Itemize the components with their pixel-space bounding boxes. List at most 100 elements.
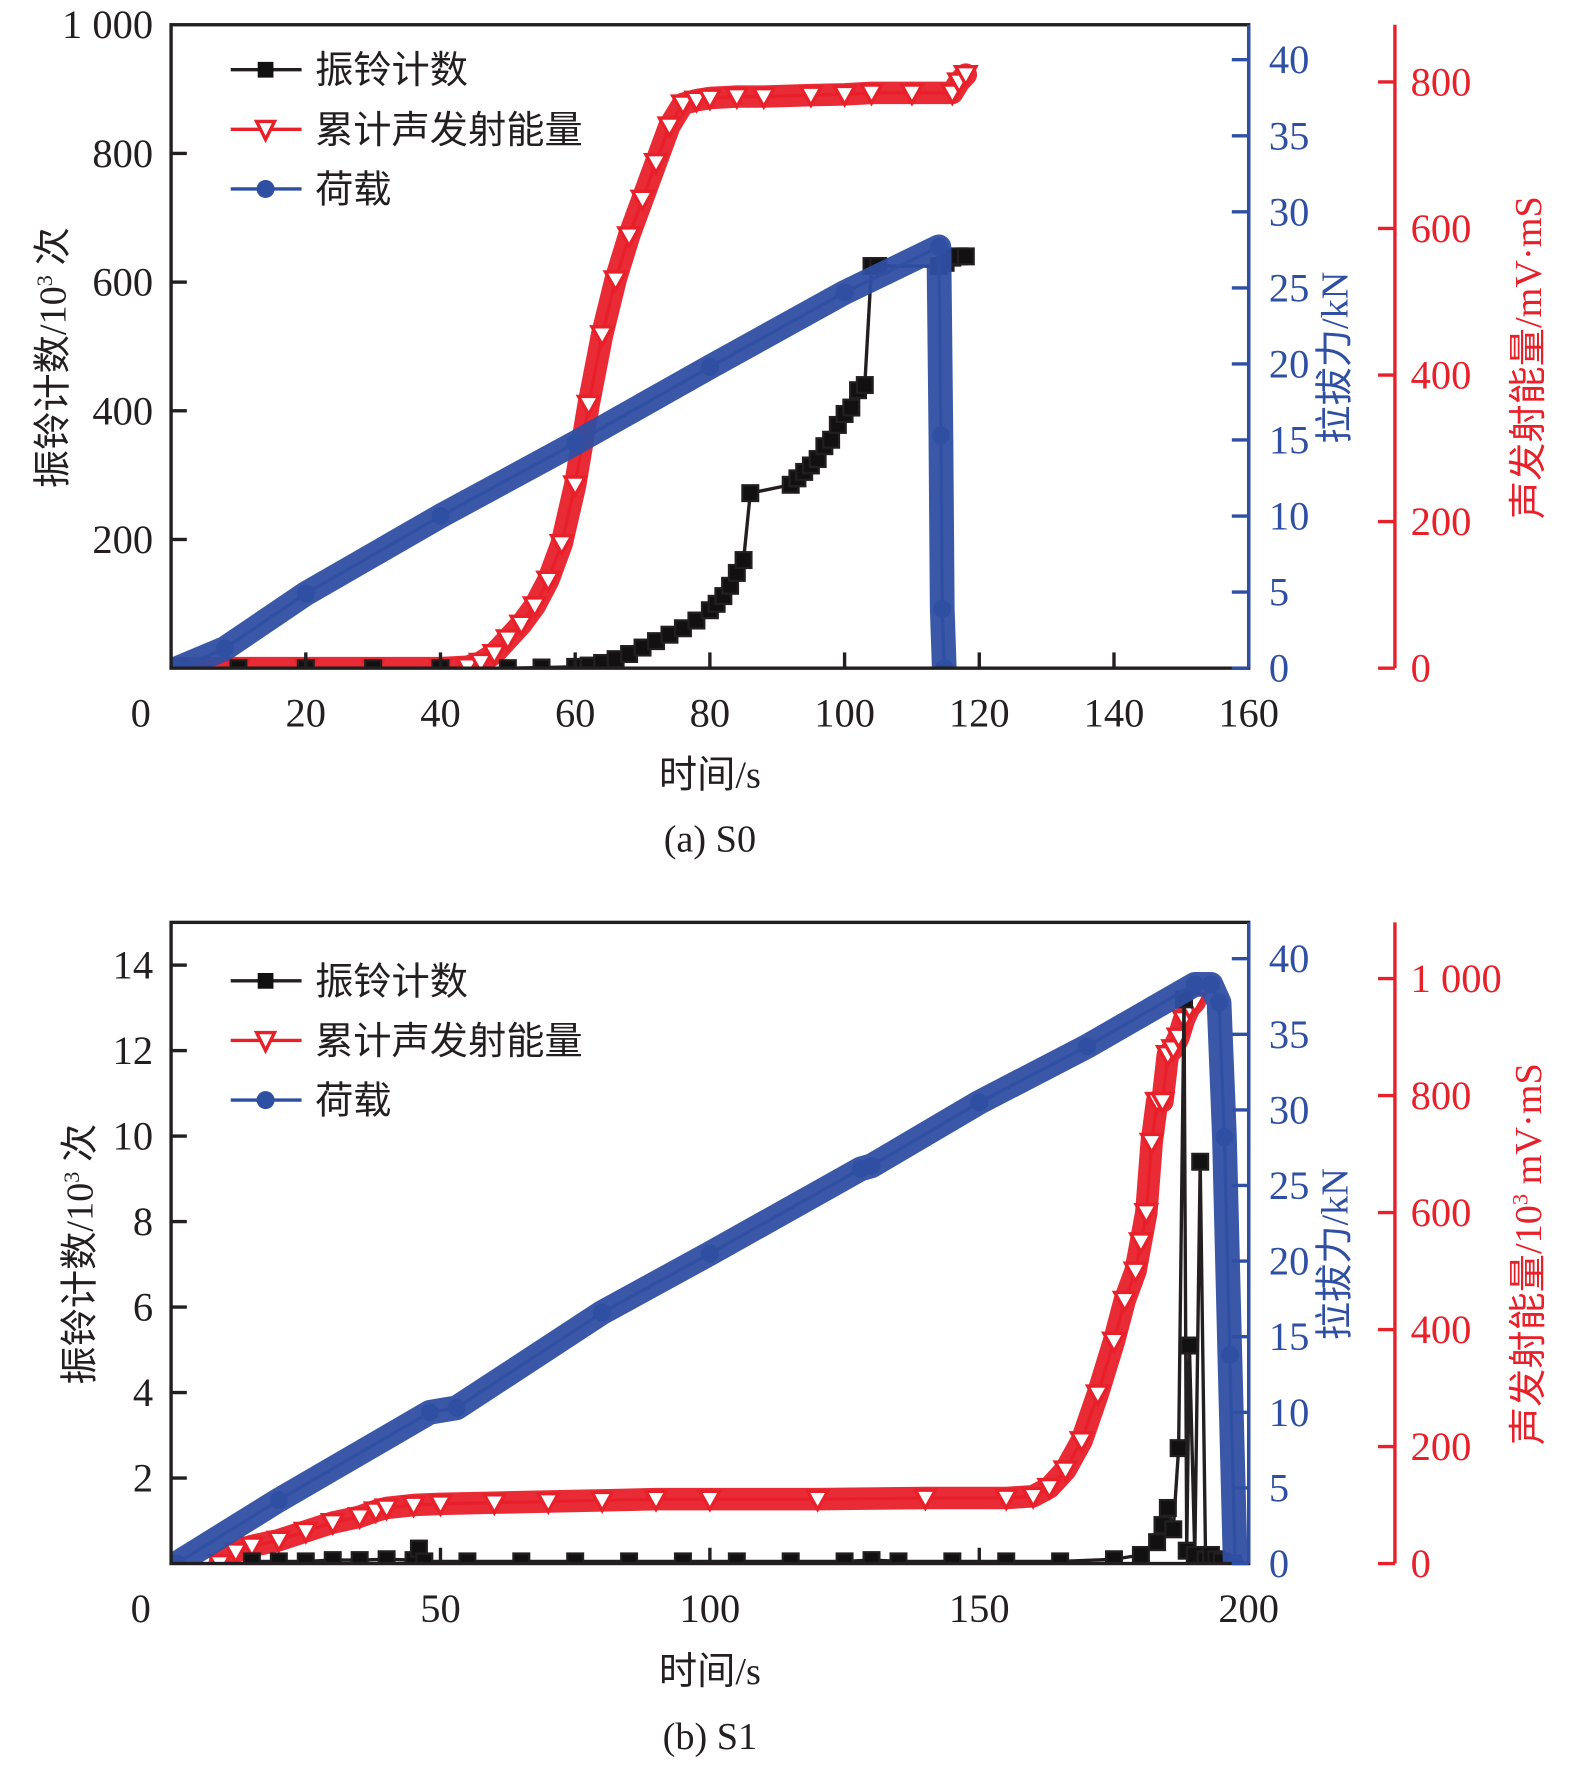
data-point [242, 1552, 261, 1564]
right1-y-tick-label: 10 [1269, 1390, 1309, 1435]
data-point [723, 87, 750, 111]
data-point [734, 551, 753, 570]
data-point [1148, 1533, 1167, 1552]
series-line [177, 73, 968, 669]
series-band [171, 63, 978, 669]
data-point [889, 1552, 908, 1564]
right1-y-tick-label: 25 [1269, 1163, 1309, 1208]
x-tick-label: 20 [286, 691, 326, 736]
data-point [269, 1491, 288, 1510]
data-point [1104, 1550, 1123, 1564]
legend-entry: 荷载 [230, 1081, 392, 1123]
right2-y-tick-label: 400 [1411, 1307, 1472, 1352]
x-tick-label: 160 [1218, 691, 1279, 736]
data-point [593, 1303, 612, 1322]
data-point [1084, 1384, 1111, 1408]
data-point [1122, 1261, 1149, 1285]
x-tick-label: 80 [690, 691, 730, 736]
legend-label: 荷载 [315, 169, 391, 211]
data-point [498, 659, 517, 669]
legend-triangle-marker-icon [253, 119, 278, 144]
x-tick-label: 0 [131, 691, 151, 736]
data-point [1052, 1460, 1079, 1484]
data-point [296, 584, 315, 603]
data-point [373, 1498, 400, 1522]
data-point [952, 65, 979, 89]
series-荷载 [171, 971, 1248, 1564]
data-point [1036, 1477, 1063, 1502]
data-point [1158, 1498, 1177, 1517]
data-point [171, 1554, 186, 1564]
x-tick-label: 60 [555, 691, 595, 736]
left-y-tick-label: 8 [133, 1199, 153, 1244]
data-point [1215, 1128, 1234, 1147]
data-point [629, 189, 656, 213]
data-point [1078, 1037, 1097, 1056]
series-振铃计数 [242, 990, 1242, 1564]
right1-y-tick-label: 10 [1269, 494, 1309, 539]
legend-circle-marker-icon [256, 1091, 275, 1110]
right2-y-tick-label: 800 [1411, 1073, 1472, 1118]
left-y-axis-title: 振铃计数/103 次 [32, 227, 74, 488]
right2-y-tick-label: 800 [1411, 59, 1472, 104]
data-point [700, 357, 719, 376]
right2-y-tick-label: 1 000 [1411, 956, 1502, 1001]
data-point [673, 1552, 692, 1564]
legend-label: 振铃计数 [315, 50, 468, 92]
data-point [521, 596, 548, 620]
data-point [481, 643, 508, 668]
data-point [781, 1552, 800, 1564]
data-point [467, 652, 494, 669]
data-point [700, 1244, 719, 1263]
data-point [1220, 1345, 1239, 1364]
data-point [929, 237, 948, 256]
right1-y-tick-label: 30 [1269, 1087, 1309, 1132]
series-振铃计数 [171, 247, 975, 669]
data-point [683, 90, 710, 114]
right1-y-tick-label: 30 [1269, 189, 1309, 234]
legend-circle-marker-icon [256, 179, 275, 198]
right2-y-tick-label: 0 [1411, 646, 1431, 691]
right1-y-tick-label: 0 [1269, 1541, 1289, 1586]
data-point [858, 83, 885, 107]
x-tick-label: 40 [420, 691, 460, 736]
data-point [750, 87, 777, 111]
x-axis-title-a: 时间/s [659, 754, 761, 796]
right2-y-axis-title: 声发射能量/103 mV·mS [1507, 1063, 1550, 1445]
x-tick-label: 100 [814, 691, 875, 736]
data-point [898, 83, 925, 107]
data-point [727, 1552, 746, 1564]
caption-a: (a) S0 [664, 819, 756, 861]
right1-y-tick-label: 35 [1269, 1012, 1309, 1057]
data-point [831, 84, 858, 108]
right2-y-tick-label: 200 [1411, 499, 1472, 544]
data-point [822, 430, 841, 449]
data-point [696, 1489, 723, 1513]
data-point [835, 283, 854, 302]
legend-entry: 振铃计数 [230, 50, 468, 92]
left-y-tick-label: 2 [133, 1456, 153, 1501]
data-point [1138, 1132, 1165, 1156]
data-point [1210, 993, 1229, 1012]
data-point [1164, 1520, 1183, 1539]
data-point [1068, 1431, 1095, 1455]
data-point [566, 434, 585, 453]
left-y-tick-label: 12 [113, 1028, 153, 1073]
data-point [494, 629, 521, 653]
data-point [589, 1490, 616, 1514]
legend-label: 累计声发射能量 [315, 1020, 583, 1063]
x-tick-label: 140 [1084, 691, 1145, 736]
data-point [171, 659, 187, 669]
data-point [797, 85, 824, 109]
data-point [206, 1553, 233, 1564]
left-y-tick-label: 4 [133, 1370, 153, 1415]
legend-label: 荷载 [315, 1081, 391, 1123]
left-y-tick-label: 10 [113, 1114, 153, 1159]
right2-y-tick-label: 0 [1411, 1541, 1431, 1586]
data-point [292, 1521, 319, 1545]
right1-y-tick-label: 35 [1269, 113, 1309, 158]
data-point [269, 1552, 288, 1564]
data-point [420, 1403, 439, 1422]
